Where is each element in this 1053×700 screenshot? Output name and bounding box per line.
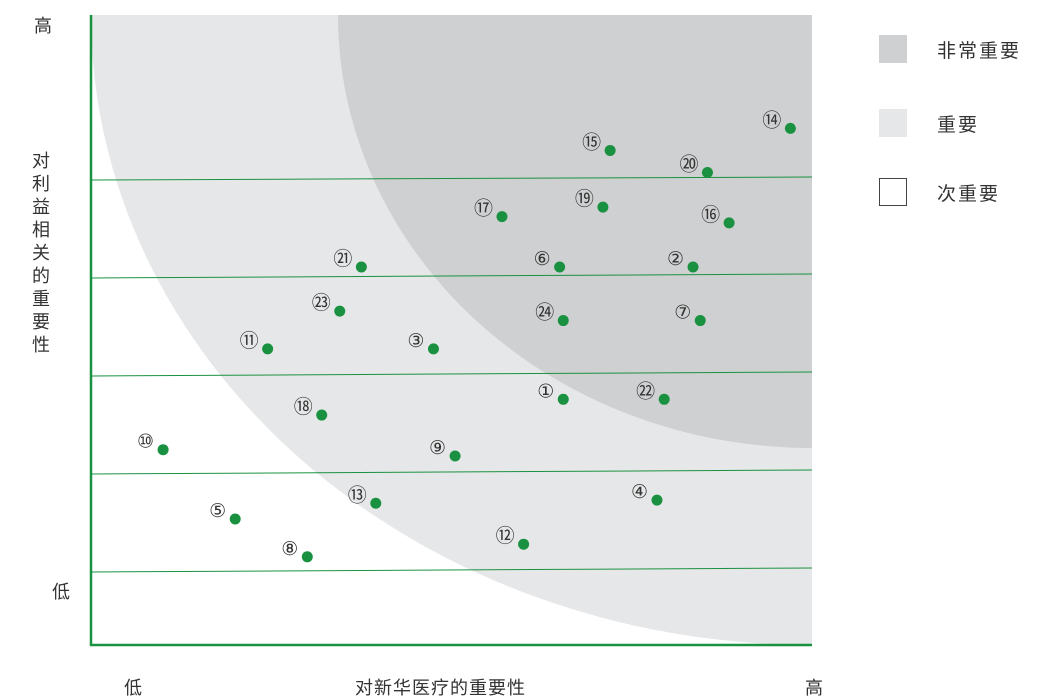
data-point-label: ④ [631, 481, 648, 503]
x-axis-high-label: 高 [805, 678, 823, 699]
data-point [701, 167, 713, 178]
data-point [557, 393, 569, 405]
gridline [90, 273, 813, 279]
y-axis-high-label: 高 [34, 16, 52, 37]
data-point-label: ① [537, 380, 554, 402]
data-point-label: ⑬ [348, 484, 367, 506]
data-point [262, 343, 274, 355]
data-point-label: ⑱ [294, 396, 313, 418]
y-axis-title: 对利益相关的重要性 [32, 151, 50, 356]
data-point [651, 494, 663, 506]
data-point [157, 444, 169, 456]
data-point [370, 497, 382, 509]
data-point [496, 211, 508, 223]
data-point-label: ⑨ [429, 437, 446, 459]
gridline [90, 176, 813, 181]
legend-item-important: 重要 [879, 109, 979, 137]
legend-swatch-very-important [879, 35, 907, 63]
data-point [518, 538, 530, 550]
data-point-label: ㉑ [333, 248, 352, 270]
data-point [334, 305, 346, 317]
legend-item-less-important: 次重要 [879, 178, 1000, 206]
axes [89, 15, 812, 647]
y-axis-low-label: 低 [52, 582, 70, 603]
data-point-label: ⑪ [240, 330, 259, 352]
gridline [90, 469, 813, 475]
data-point [554, 261, 566, 273]
data-point-label: ⑯ [701, 204, 720, 226]
x-axis-title: 对新华医疗的重要性 [355, 678, 526, 699]
data-point-label: ⑦ [674, 302, 691, 324]
legend-label: 重要 [937, 113, 980, 136]
data-point-label: ③ [407, 330, 424, 352]
data-point-label: ② [667, 248, 684, 270]
data-point [687, 261, 699, 273]
legend-swatch-important [879, 109, 907, 137]
data-point-label: ㉒ [636, 380, 655, 402]
zone-very-important [338, 15, 812, 448]
legend-item-very-important: 非常重要 [879, 35, 1021, 63]
data-point-label: ⑳ [679, 154, 698, 176]
data-point [694, 315, 706, 327]
data-point [229, 513, 241, 525]
data-point-label: ⑫ [496, 525, 515, 547]
data-point [427, 343, 439, 355]
data-point-label: ⑥ [534, 248, 551, 270]
data-point [597, 201, 609, 213]
legend-swatch-less-important [879, 178, 907, 206]
data-point-label: ⑰ [474, 198, 493, 220]
legend-label: 非常重要 [937, 39, 1022, 62]
data-point-label: ⑲ [575, 188, 594, 210]
x-axis-low-label: 低 [124, 678, 142, 699]
data-point-label: ⑩ [137, 431, 154, 453]
data-point [658, 393, 670, 405]
legend-label: 次重要 [937, 182, 1001, 205]
data-point [316, 409, 328, 421]
data-point-label: ⑤ [209, 500, 226, 522]
data-point [449, 450, 461, 462]
data-point [784, 122, 796, 134]
data-point-label: ㉔ [535, 302, 554, 324]
data-point-label: ㉓ [312, 292, 331, 314]
data-point-label: ⑮ [582, 131, 601, 153]
data-point [604, 144, 616, 156]
gridline [90, 567, 813, 573]
data-point [723, 217, 735, 229]
data-point-label: ⑧ [281, 538, 298, 560]
importance-zones [91, 15, 812, 645]
data-point [301, 551, 313, 563]
data-point [355, 261, 367, 273]
data-point-label: ⑭ [762, 109, 781, 131]
data-point [557, 315, 569, 327]
gridline [90, 371, 813, 377]
gridlines [90, 176, 813, 573]
